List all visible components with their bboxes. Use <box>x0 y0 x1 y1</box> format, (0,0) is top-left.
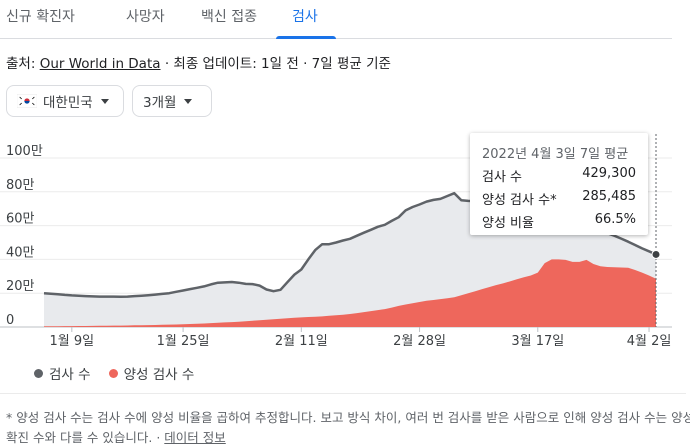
legend-dot-tests <box>34 368 43 378</box>
tooltip-row-positive: 양성 검사 수* 285,485 <box>482 189 636 209</box>
tab-vaccinations[interactable]: 백신 접종 <box>201 6 257 26</box>
source-line: 출처: Our World in Data · 최종 업데이트: 1일 전 · … <box>6 52 391 72</box>
tab-testing-label: 검사 <box>292 9 318 25</box>
tooltip-title: 2022년 4월 3일 7일 평균 <box>482 147 629 162</box>
x-tick-label: 3월 17일 <box>511 334 564 349</box>
x-tick-label: 1월 25일 <box>157 334 210 349</box>
x-tick-label: 2월 28일 <box>393 334 446 349</box>
y-tick-label: 80만 <box>6 178 35 193</box>
country-selector[interactable]: 대한민국 <box>6 85 124 117</box>
y-tick-label: 60만 <box>6 212 35 227</box>
about-data-link[interactable]: 데이터 정보 <box>164 430 226 445</box>
footnote: * 양성 검사 수는 검사 수에 양성 비율을 곱하여 추정합니다. 보고 방식… <box>6 408 690 448</box>
x-tick-label: 1월 9일 <box>50 334 95 349</box>
y-tick-label: 20만 <box>6 279 35 294</box>
tab-vaccinations-label: 백신 접종 <box>201 9 257 25</box>
tooltip-row-rate: 양성 비율 66.5% <box>482 212 636 232</box>
tooltip-value: 66.5% <box>594 212 636 227</box>
chart-tooltip: 2022년 4월 3일 7일 평균 검사 수 429,300 양성 검사 수* … <box>470 133 648 235</box>
tooltip-row-tests: 검사 수 429,300 <box>482 166 636 186</box>
tooltip-label: 양성 검사 수* <box>482 193 557 208</box>
x-tick-label: 2월 11일 <box>275 334 328 349</box>
chevron-down-icon <box>184 98 193 104</box>
legend-item-positive: 양성 검사 수 <box>108 363 195 383</box>
hover-point <box>651 249 661 259</box>
tab-bar: 신규 확진자 사망자 백신 접종 검사 <box>0 0 672 39</box>
source-link[interactable]: Our World in Data <box>39 56 161 72</box>
korea-flag-icon <box>17 94 37 108</box>
country-selector-label: 대한민국 <box>43 95 93 111</box>
tab-new-cases[interactable]: 신규 확진자 <box>6 6 75 26</box>
source-prefix: 출처: <box>6 56 40 72</box>
chart-legend: 검사 수 양성 검사 수 <box>34 363 212 383</box>
tooltip-label: 검사 수 <box>482 170 523 185</box>
legend-dot-positive <box>108 368 118 378</box>
divider <box>0 393 686 394</box>
source-suffix: · 최종 업데이트: 1일 전 · 7일 평균 기준 <box>160 56 391 72</box>
x-tick-label: 4월 2일 <box>627 334 672 349</box>
tooltip-value: 285,485 <box>582 189 636 204</box>
active-tab-indicator <box>276 36 336 39</box>
legend-label-tests: 검사 수 <box>49 367 91 383</box>
tab-deaths[interactable]: 사망자 <box>126 6 165 26</box>
y-tick-label: 0 <box>6 313 14 328</box>
legend-label-positive: 양성 검사 수 <box>123 367 195 383</box>
period-selector[interactable]: 3개월 <box>132 85 212 117</box>
period-selector-label: 3개월 <box>143 95 177 111</box>
y-tick-label: 100만 <box>6 144 43 159</box>
tab-new-cases-label: 신규 확진자 <box>6 9 75 25</box>
chevron-down-icon <box>100 98 109 104</box>
positive-tests-area <box>44 259 656 327</box>
y-tick-label: 40만 <box>6 245 35 260</box>
tab-testing[interactable]: 검사 <box>292 6 318 26</box>
tab-deaths-label: 사망자 <box>126 9 165 25</box>
tooltip-label: 양성 비율 <box>482 216 534 231</box>
legend-item-tests: 검사 수 <box>34 363 91 383</box>
tooltip-value: 429,300 <box>582 166 636 181</box>
